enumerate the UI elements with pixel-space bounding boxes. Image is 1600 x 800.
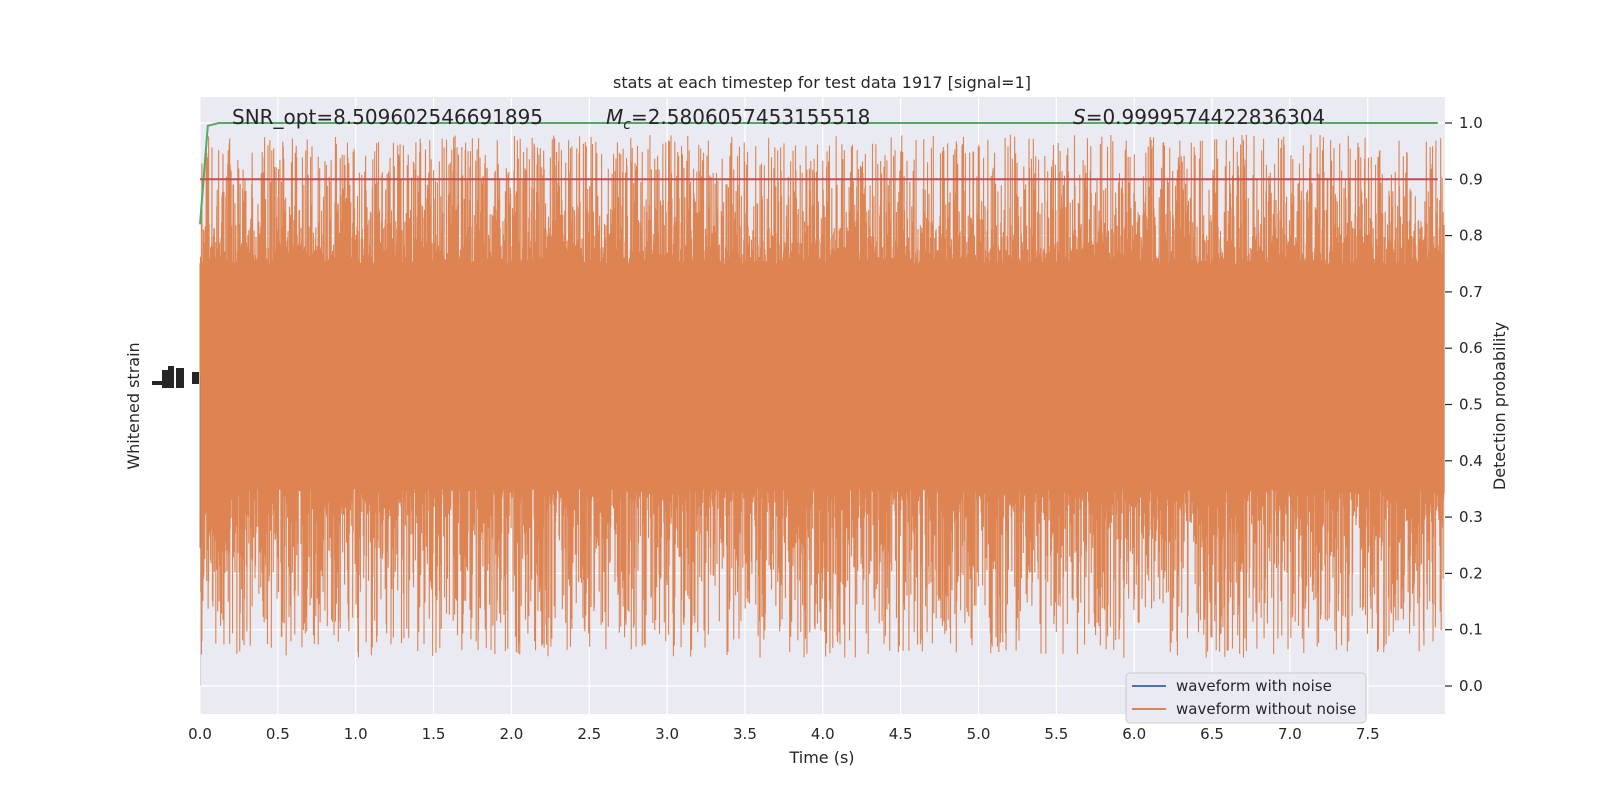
x-tick-label: 6.5 xyxy=(1200,725,1224,743)
legend-label-without-noise: waveform without noise xyxy=(1176,700,1356,718)
x-tick-label: 2.5 xyxy=(577,725,601,743)
y-tick-label: 0.8 xyxy=(1459,227,1483,245)
x-tick-label: 1.0 xyxy=(344,725,368,743)
probability-lines xyxy=(199,122,1438,225)
chart-title: stats at each timestep for test data 191… xyxy=(613,73,1031,92)
x-tick-label: 4.5 xyxy=(889,725,913,743)
right-axis-ticks: 0.0 0.1 0.2 0.3 0.4 0.5 0.6 0.7 0.8 0.9 1.0 xyxy=(1445,114,1483,695)
x-tick-label: 5.5 xyxy=(1044,725,1068,743)
y-tick-label: 0.9 xyxy=(1459,170,1483,188)
snr-annotation: SNR_opt=8.509602546691895 xyxy=(232,105,543,129)
x-tick-label: 3.5 xyxy=(733,725,757,743)
y-tick-label: 0.0 xyxy=(1459,677,1483,695)
legend-box xyxy=(1125,672,1367,724)
x-tick-label: 4.0 xyxy=(811,725,835,743)
x-tick-label: 5.0 xyxy=(967,725,991,743)
x-tick-label: 1.5 xyxy=(422,725,446,743)
detection-probability-line xyxy=(199,122,1438,225)
right-y-axis-label: Detection probability xyxy=(1490,322,1509,490)
y-tick-label: 0.1 xyxy=(1459,621,1483,639)
y-tick-label: 0.5 xyxy=(1459,396,1483,414)
y-tick-label: 0.3 xyxy=(1459,508,1483,526)
y-tick-label: 0.4 xyxy=(1459,452,1483,470)
x-tick-label: 3.0 xyxy=(655,725,679,743)
x-tick-label: 0.0 xyxy=(188,725,212,743)
mc-annotation: Mc=2.5806057453155518 xyxy=(606,105,870,133)
x-tick-label: 7.0 xyxy=(1278,725,1302,743)
x-axis-label: Time (s) xyxy=(788,748,854,767)
y-tick-label: 1.0 xyxy=(1459,114,1483,132)
left-axis-tick-blob xyxy=(152,366,199,388)
x-tick-label: 2.0 xyxy=(499,725,523,743)
x-axis-ticks: 0.0 0.5 1.0 1.5 2.0 2.5 3.0 3.5 4.0 4.5 5.0 5.5 6.0 6… xyxy=(188,725,1380,743)
y-tick-label: 0.6 xyxy=(1459,339,1483,357)
y-tick-label: 0.7 xyxy=(1459,283,1483,301)
legend-label-with-noise: waveform with noise xyxy=(1176,677,1332,695)
x-tick-label: 0.5 xyxy=(266,725,290,743)
x-tick-label: 7.5 xyxy=(1356,725,1380,743)
y-tick-label: 0.2 xyxy=(1459,564,1483,582)
x-tick-label: 6.0 xyxy=(1122,725,1146,743)
left-y-axis-label: Whitened strain xyxy=(124,342,143,469)
s-annotation: S=0.9999574422836304 xyxy=(1073,105,1325,129)
waveform-without-noise-line xyxy=(199,134,1445,658)
legend: waveform with noise waveform without noi… xyxy=(1125,672,1367,724)
strain-traces xyxy=(199,134,1445,686)
